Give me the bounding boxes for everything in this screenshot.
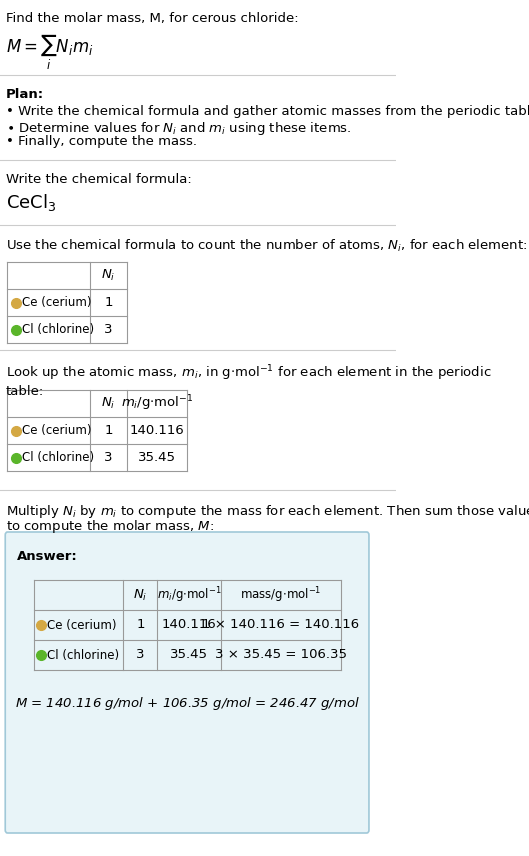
Text: Cl (chlorine): Cl (chlorine) [47, 649, 119, 662]
Text: $m_i$/g$\cdot$mol$^{-1}$: $m_i$/g$\cdot$mol$^{-1}$ [157, 586, 221, 605]
Text: 35.45: 35.45 [138, 451, 176, 464]
Text: Cl (chlorine): Cl (chlorine) [22, 323, 95, 336]
FancyBboxPatch shape [5, 532, 369, 833]
Text: mass/g$\cdot$mol$^{-1}$: mass/g$\cdot$mol$^{-1}$ [240, 586, 321, 605]
Text: Ce (cerium): Ce (cerium) [22, 424, 92, 437]
Text: Ce (cerium): Ce (cerium) [47, 619, 117, 632]
Text: $N_i$: $N_i$ [133, 587, 148, 603]
Text: $N_i$: $N_i$ [101, 396, 116, 411]
Text: 35.45: 35.45 [170, 649, 208, 662]
Text: 1: 1 [104, 424, 113, 437]
Text: 140.116: 140.116 [130, 424, 185, 437]
Text: $\mathrm{CeCl_3}$: $\mathrm{CeCl_3}$ [6, 192, 56, 213]
Text: Look up the atomic mass, $m_i$, in g$\cdot$mol$^{-1}$ for each element in the pe: Look up the atomic mass, $m_i$, in g$\cd… [6, 363, 491, 397]
Text: 1: 1 [104, 296, 113, 309]
Text: 1 × 140.116 = 140.116: 1 × 140.116 = 140.116 [202, 619, 359, 632]
Text: $M$ = 140.116 g/mol + 106.35 g/mol = 246.47 g/mol: $M$ = 140.116 g/mol + 106.35 g/mol = 246… [15, 695, 360, 712]
Text: 3 × 35.45 = 106.35: 3 × 35.45 = 106.35 [215, 649, 346, 662]
Text: $M = \sum_i N_i m_i$: $M = \sum_i N_i m_i$ [6, 32, 94, 72]
Text: $\bullet$ Determine values for $N_i$ and $m_i$ using these items.: $\bullet$ Determine values for $N_i$ and… [6, 120, 352, 137]
Text: Find the molar mass, M, for cerous chloride:: Find the molar mass, M, for cerous chlor… [6, 12, 298, 25]
Text: Plan:: Plan: [6, 88, 44, 101]
Text: • Write the chemical formula and gather atomic masses from the periodic table.: • Write the chemical formula and gather … [6, 105, 529, 118]
Text: 3: 3 [104, 451, 113, 464]
Text: Ce (cerium): Ce (cerium) [22, 296, 92, 309]
Text: Write the chemical formula:: Write the chemical formula: [6, 173, 191, 186]
Text: to compute the molar mass, $M$:: to compute the molar mass, $M$: [6, 518, 214, 535]
Text: 1: 1 [136, 619, 144, 632]
Text: $N_i$: $N_i$ [101, 268, 116, 283]
Text: • Finally, compute the mass.: • Finally, compute the mass. [6, 135, 197, 148]
Text: 140.116: 140.116 [161, 619, 216, 632]
Text: Use the chemical formula to count the number of atoms, $N_i$, for each element:: Use the chemical formula to count the nu… [6, 238, 527, 254]
Text: 3: 3 [104, 323, 113, 336]
Text: Answer:: Answer: [16, 550, 77, 563]
Text: $m_i$/g$\cdot$mol$^{-1}$: $m_i$/g$\cdot$mol$^{-1}$ [121, 394, 194, 413]
Text: Multiply $N_i$ by $m_i$ to compute the mass for each element. Then sum those val: Multiply $N_i$ by $m_i$ to compute the m… [6, 503, 529, 520]
Text: 3: 3 [136, 649, 144, 662]
Text: Cl (chlorine): Cl (chlorine) [22, 451, 95, 464]
